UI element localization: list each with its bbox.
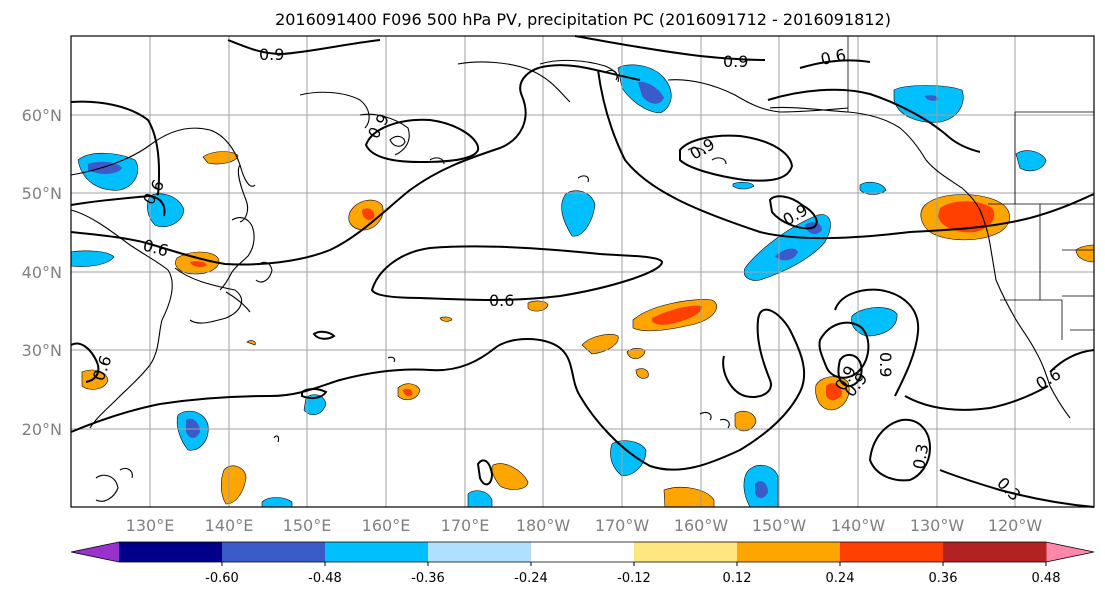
precipitation-shading	[70, 64, 1095, 508]
contour-label: 0.6	[489, 291, 514, 310]
map-panel: 0.9 0.9 0.6 0.9 0.6 0.6 0.9 0.9 0.6 0.6 …	[70, 35, 1095, 508]
colorbar-outline	[70, 541, 1095, 563]
map-frame	[70, 35, 1095, 508]
colorbar-segment	[222, 542, 326, 562]
colorbar-segment	[840, 542, 944, 562]
lon-label: 130°E	[126, 516, 175, 535]
negative-anomaly	[70, 64, 1047, 508]
colorbar-segments	[70, 541, 1095, 563]
lon-label: 140°E	[205, 516, 254, 535]
colorbar-tick-label: -0.36	[411, 571, 445, 586]
contour-label: 0.3	[909, 442, 932, 470]
lat-label: 20°N	[22, 420, 62, 439]
lat-label: 50°N	[22, 184, 62, 203]
lon-label: 170°W	[595, 516, 650, 535]
colorbar-tick-label: -0.24	[514, 571, 548, 586]
contour-label: 0.9	[876, 352, 895, 377]
pv-contours	[70, 35, 1095, 508]
colorbar-segment	[531, 542, 635, 562]
lon-label: 130°W	[910, 516, 965, 535]
colorbar-ticks: -0.60 -0.48 -0.36 -0.24 -0.12 0.12 0.24 0.36 0.4…	[205, 562, 1061, 586]
colorbar-extend-low	[71, 542, 119, 562]
latitude-labels: 60°N 50°N 40°N 30°N 20°N	[22, 106, 62, 439]
lon-label: 180°W	[516, 516, 571, 535]
colorbar-segment	[634, 542, 738, 562]
contour-label: 0.9	[259, 45, 284, 64]
longitude-labels: 130°E 140°E 150°E 160°E 170°E 180°W 170°…	[126, 516, 1043, 535]
lat-label: 30°N	[22, 341, 62, 360]
colorbar-segment	[943, 542, 1047, 562]
colorbar-segment	[325, 542, 429, 562]
gridlines	[71, 36, 1094, 507]
borders	[847, 36, 1094, 340]
lon-label: 160°W	[674, 516, 729, 535]
lat-label: 40°N	[22, 263, 62, 282]
contour-label: 0.9	[723, 52, 748, 71]
lon-label: 140°W	[831, 516, 886, 535]
colorbar-tick-label: 0.24	[826, 571, 855, 586]
lon-label: 150°E	[283, 516, 332, 535]
colorbar-segment	[737, 542, 841, 562]
lon-label: 160°E	[362, 516, 411, 535]
lon-label: 170°E	[441, 516, 490, 535]
colorbar-tick-label: 0.12	[723, 571, 752, 586]
colorbar-tick-label: 0.48	[1032, 571, 1061, 586]
colorbar-tick-label: 0.36	[929, 571, 958, 586]
lon-label: 150°W	[752, 516, 807, 535]
colorbar-tick-label: -0.60	[205, 571, 239, 586]
positive-anomaly	[81, 151, 1095, 508]
colorbar-segment	[428, 542, 532, 562]
colorbar-tick-label: -0.48	[308, 571, 342, 586]
lat-label: 60°N	[22, 106, 62, 125]
colorbar-extend-high	[1046, 542, 1094, 562]
colorbar: -0.60 -0.48 -0.36 -0.24 -0.12 0.12 0.24 0.36 0.4…	[70, 541, 1095, 586]
lon-label: 120°W	[988, 516, 1043, 535]
map-title: 2016091400 F096 500 hPa PV, precipitatio…	[275, 10, 891, 29]
colorbar-tick-label: -0.12	[617, 571, 651, 586]
colorbar-segment	[119, 542, 223, 562]
contour-label: 0.6	[819, 45, 848, 69]
